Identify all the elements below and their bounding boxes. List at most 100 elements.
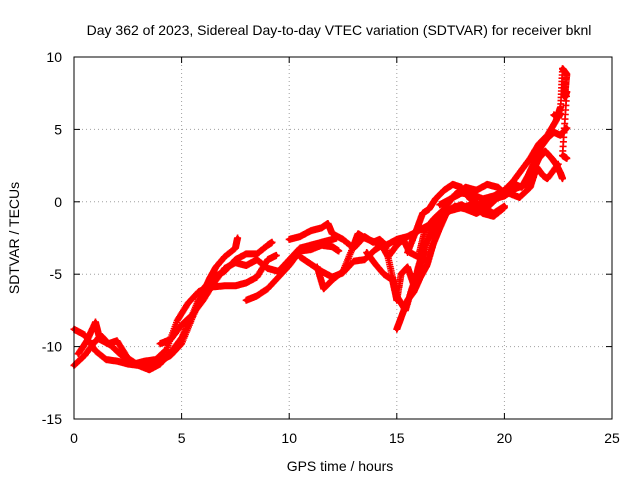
data-point (485, 205, 490, 210)
data-point (448, 196, 453, 202)
data-point (93, 319, 98, 325)
data-point (132, 361, 137, 367)
data-point (474, 188, 479, 193)
data-point (431, 241, 436, 246)
plot-frame (73, 56, 613, 420)
data-point (93, 348, 98, 354)
data-point (560, 176, 565, 181)
data-point (321, 286, 326, 291)
data-series-layer (70, 65, 571, 374)
data-point (450, 182, 455, 187)
data-point (398, 315, 404, 320)
data-point (390, 277, 395, 283)
data-point (319, 225, 324, 231)
data-point (517, 195, 522, 200)
data-point (480, 196, 486, 202)
data-point (564, 156, 569, 161)
data-point (469, 192, 475, 197)
data-point (463, 206, 468, 212)
data-point (558, 111, 563, 116)
data-point (394, 327, 399, 332)
data-point (297, 248, 303, 254)
data-point (422, 228, 427, 233)
data-point (437, 202, 442, 207)
data-point (308, 261, 313, 267)
data-point (265, 243, 270, 248)
data-point (560, 153, 565, 158)
data-point (235, 235, 240, 241)
data-point (424, 263, 430, 268)
data-point (414, 228, 419, 233)
series-track-11 (404, 104, 564, 256)
data-point (564, 89, 569, 95)
data-point (153, 357, 158, 362)
data-point (528, 156, 533, 161)
data-point (444, 211, 449, 216)
data-point (398, 272, 404, 277)
data-point (545, 176, 550, 181)
data-point (164, 347, 169, 352)
data-point (265, 286, 270, 291)
data-point (502, 193, 507, 199)
data-point (244, 263, 249, 268)
data-point (556, 115, 561, 121)
data-point (265, 266, 270, 271)
data-point (452, 203, 458, 209)
data-point (476, 202, 481, 207)
data-point (233, 260, 238, 265)
data-point (545, 135, 550, 141)
data-point (383, 245, 389, 251)
series-track-14 (550, 65, 571, 162)
data-point (422, 243, 427, 248)
data-point (142, 358, 148, 364)
x-tick-label: 20 (497, 430, 513, 446)
data-point (491, 196, 496, 202)
data-point (190, 312, 195, 317)
data-point (254, 293, 260, 299)
data-point (265, 257, 270, 262)
data-point (355, 231, 361, 236)
series-track-5 (242, 241, 343, 304)
data-point (558, 133, 563, 138)
data-point (351, 259, 356, 264)
data-point (437, 214, 442, 219)
data-point (491, 214, 496, 219)
x-tick-label: 10 (281, 430, 297, 446)
data-point (441, 188, 447, 193)
y-tick-label: 5 (54, 121, 62, 137)
data-point (233, 245, 238, 251)
series-track-13 (490, 147, 566, 203)
data-point (254, 274, 260, 280)
data-point (437, 225, 442, 231)
data-point (340, 237, 346, 242)
data-point (502, 205, 507, 210)
data-point (495, 185, 501, 190)
data-point (416, 264, 421, 270)
data-point (254, 257, 260, 262)
y-tick-label: -15 (42, 411, 62, 427)
data-point (502, 188, 507, 193)
series-track-1 (70, 234, 242, 371)
data-point (168, 350, 173, 355)
data-point (530, 170, 535, 175)
data-point (308, 247, 313, 252)
data-point (519, 167, 524, 173)
data-point (274, 253, 279, 258)
data-point (157, 341, 163, 346)
data-point (538, 144, 544, 149)
data-point (308, 228, 313, 233)
data-point (119, 353, 124, 358)
y-tick-label: 0 (54, 194, 62, 210)
data-point (196, 289, 201, 294)
data-point (553, 162, 559, 167)
data-point (287, 237, 292, 242)
data-point (405, 298, 410, 303)
data-point (147, 367, 152, 372)
data-point (319, 243, 324, 248)
x-tick-label: 0 (70, 430, 78, 446)
x-tick-label: 15 (389, 430, 405, 446)
data-point (168, 337, 173, 342)
data-point (411, 289, 417, 294)
data-point (315, 264, 320, 270)
